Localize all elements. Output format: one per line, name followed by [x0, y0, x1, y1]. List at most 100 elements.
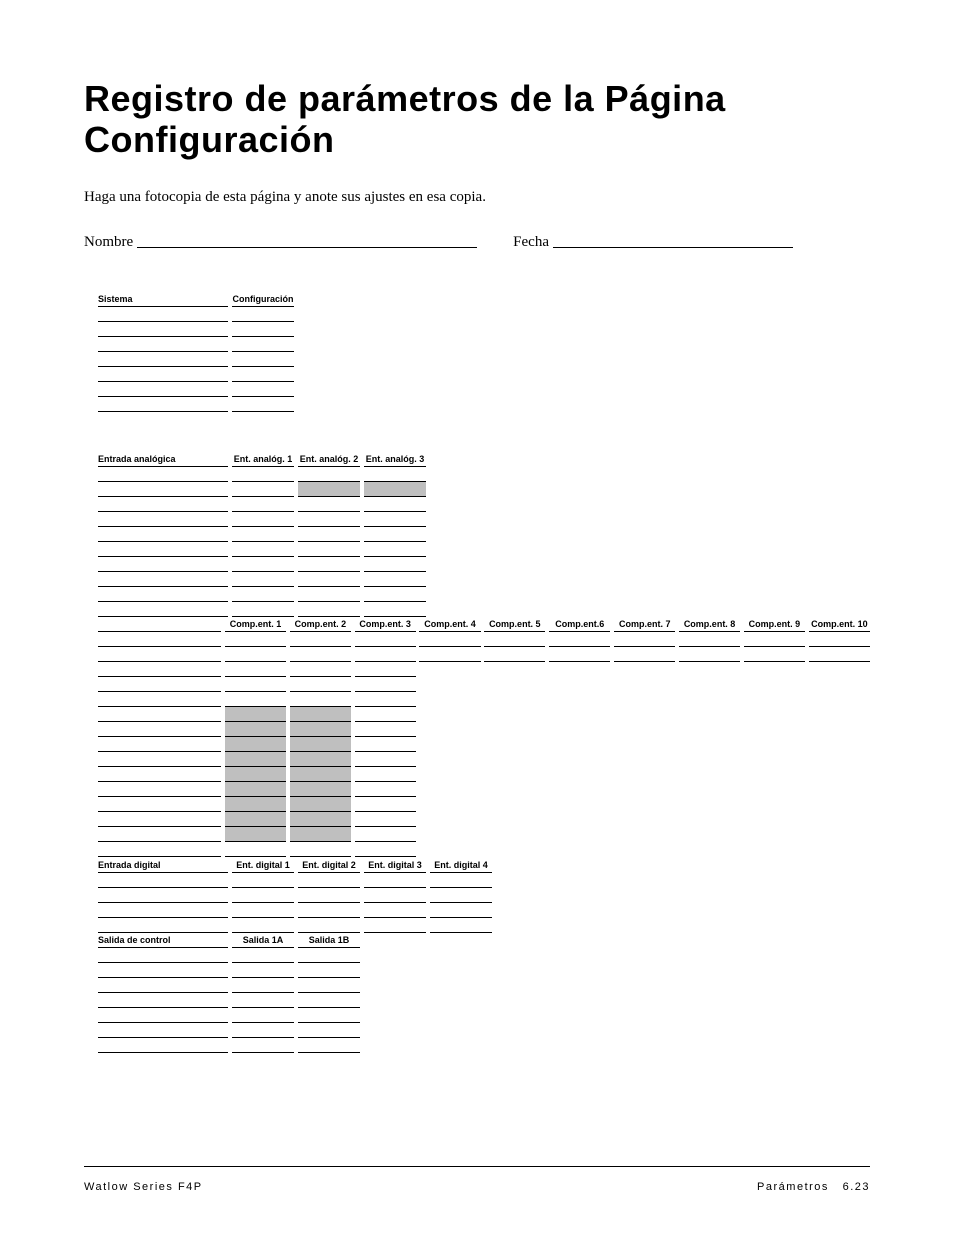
entrada-digital-row-label: Entrada digital	[98, 856, 228, 872]
table-row-label	[98, 692, 221, 707]
sistema-col-0: Configuración	[232, 291, 294, 307]
table-cell	[614, 737, 675, 752]
table-cell	[809, 707, 870, 722]
table-cell	[298, 511, 360, 526]
table-cell	[355, 827, 416, 842]
table-cell	[232, 382, 294, 397]
table-cell	[679, 782, 740, 797]
table-cell	[232, 541, 294, 556]
table-row-label	[98, 948, 228, 963]
table-cell	[232, 902, 294, 917]
table-row-label	[98, 397, 228, 412]
table-cell	[549, 647, 610, 662]
salida-control-table: Salida de control Salida 1A Salida 1B	[98, 932, 360, 1054]
table-cell	[232, 1038, 294, 1053]
table-row-label	[98, 752, 221, 767]
table-cell	[355, 692, 416, 707]
table-cell	[232, 337, 294, 352]
table-cell	[484, 647, 545, 662]
table-cell	[298, 586, 360, 601]
comp-ent-col-6: Comp.ent. 7	[614, 616, 675, 632]
table-cell	[430, 917, 492, 932]
table-cell	[364, 902, 426, 917]
table-cell	[744, 767, 805, 782]
table-cell	[290, 647, 351, 662]
table-cell	[419, 812, 480, 827]
entrada-analogica-row-label: Entrada analógica	[98, 450, 228, 466]
table-cell	[298, 978, 360, 993]
table-cell	[679, 692, 740, 707]
table-cell	[225, 737, 286, 752]
table-cell	[679, 677, 740, 692]
date-label: Fecha	[513, 234, 549, 251]
table-cell	[679, 737, 740, 752]
table-cell	[298, 948, 360, 963]
footer-right-page: 6.23	[843, 1181, 870, 1193]
table-cell	[614, 827, 675, 842]
form-fields: Nombre Fecha	[84, 234, 870, 251]
table-cell	[225, 752, 286, 767]
table-cell	[225, 692, 286, 707]
table-row-label	[98, 466, 228, 481]
table-cell	[419, 782, 480, 797]
comp-ent-col-9: Comp.ent. 10	[809, 616, 870, 632]
table-cell	[355, 647, 416, 662]
table-cell	[549, 842, 610, 857]
comp-ent-col-3: Comp.ent. 4	[419, 616, 480, 632]
table-cell	[290, 722, 351, 737]
table-cell	[614, 782, 675, 797]
name-label: Nombre	[84, 234, 133, 251]
table-cell	[232, 322, 294, 337]
table-cell	[364, 887, 426, 902]
table-cell	[355, 737, 416, 752]
table-cell	[298, 601, 360, 616]
table-cell	[290, 737, 351, 752]
table-row-label	[98, 632, 221, 647]
comp-ent-col-8: Comp.ent. 9	[744, 616, 805, 632]
table-cell	[355, 842, 416, 857]
table-cell	[290, 842, 351, 857]
comp-ent-col-5: Comp.ent.6	[549, 616, 610, 632]
table-cell	[232, 556, 294, 571]
table-cell	[809, 812, 870, 827]
table-cell	[232, 586, 294, 601]
table-cell	[298, 481, 360, 496]
table-cell	[484, 632, 545, 647]
table-cell	[809, 647, 870, 662]
table-row-label	[98, 601, 228, 616]
table-cell	[419, 767, 480, 782]
table-cell	[549, 662, 610, 677]
table-cell	[298, 917, 360, 932]
table-cell	[298, 872, 360, 887]
table-cell	[232, 397, 294, 412]
table-cell	[614, 842, 675, 857]
table-row-label	[98, 352, 228, 367]
table-cell	[290, 797, 351, 812]
table-row-label	[98, 827, 221, 842]
ent-dig-col-1: Ent. digital 2	[298, 856, 360, 872]
comp-ent-col-0: Comp.ent. 1	[225, 616, 286, 632]
table-cell	[225, 722, 286, 737]
table-cell	[549, 737, 610, 752]
table-cell	[809, 767, 870, 782]
table-cell	[225, 707, 286, 722]
comp-ent-col-4: Comp.ent. 5	[484, 616, 545, 632]
table-cell	[430, 872, 492, 887]
comp-ent-col-7: Comp.ent. 8	[679, 616, 740, 632]
table-cell	[484, 767, 545, 782]
table-cell	[419, 722, 480, 737]
table-cell	[744, 707, 805, 722]
table-cell	[225, 647, 286, 662]
table-cell	[744, 647, 805, 662]
table-row-label	[98, 963, 228, 978]
table-cell	[298, 993, 360, 1008]
table-cell	[419, 632, 480, 647]
table-cell	[355, 797, 416, 812]
table-cell	[364, 466, 426, 481]
table-row-label	[98, 586, 228, 601]
table-row-label	[98, 797, 221, 812]
table-row-label	[98, 767, 221, 782]
table-cell	[549, 707, 610, 722]
table-cell	[232, 307, 294, 322]
table-row-label	[98, 872, 228, 887]
